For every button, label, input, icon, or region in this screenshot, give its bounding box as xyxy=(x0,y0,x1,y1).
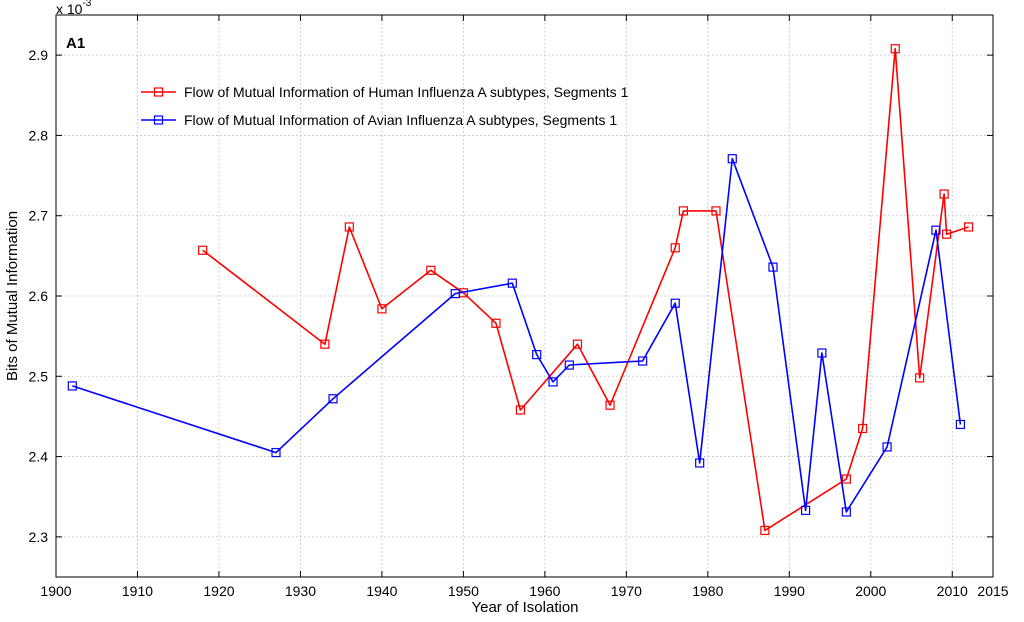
x-tick-label: 1920 xyxy=(203,583,234,599)
legend-label-avian: Flow of Mutual Information of Avian Infl… xyxy=(184,112,617,128)
series-0 xyxy=(198,44,974,536)
panel-label: A1 xyxy=(66,35,85,52)
x-tick-label: 1970 xyxy=(611,583,642,599)
legend-marker-avian xyxy=(153,115,164,125)
data-point-marker xyxy=(491,318,501,328)
data-point-marker xyxy=(605,400,615,410)
x-axis-label: Year of Isolation xyxy=(471,599,578,616)
data-point-marker xyxy=(955,419,966,430)
data-point-marker xyxy=(841,474,851,484)
x-tick-label: 1900 xyxy=(40,583,71,599)
y-tick-label: 2.9 xyxy=(29,47,49,63)
data-point-marker xyxy=(727,154,737,164)
x-tick-label: 1980 xyxy=(692,583,723,599)
data-point-marker xyxy=(939,189,949,199)
y-axis-label: Bits of Mutual Information xyxy=(4,211,21,381)
legend-entry-human: Flow of Mutual Information of Human Infl… xyxy=(141,84,629,100)
y-tick-label: 2.4 xyxy=(29,449,49,465)
series-1 xyxy=(67,154,966,517)
y-exponent-power: -3 xyxy=(82,0,91,9)
data-point-marker xyxy=(515,405,526,415)
x-tick-label: 1940 xyxy=(366,583,397,599)
x-tick-label: 1910 xyxy=(122,583,153,599)
data-point-marker xyxy=(67,381,77,391)
x-tick-label: 1960 xyxy=(529,583,560,599)
data-point-marker xyxy=(817,348,827,358)
x-tick-label: 2010 xyxy=(937,583,968,599)
data-point-marker xyxy=(328,394,338,404)
legend-entry-avian: Flow of Mutual Information of Avian Infl… xyxy=(141,112,617,128)
data-point-marker xyxy=(915,373,925,383)
data-point-marker xyxy=(507,278,517,288)
data-point-marker xyxy=(678,206,688,216)
data-point-marker xyxy=(271,447,281,458)
axis-ticks: 1900 1910 1920 1930 1940 1950 1960 1970 1980 1990… xyxy=(29,15,1009,599)
data-point-marker xyxy=(711,206,721,216)
data-point-marker xyxy=(941,229,952,239)
data-point-marker xyxy=(377,304,387,314)
data-point-marker xyxy=(572,339,583,349)
data-point-marker xyxy=(882,442,892,452)
data-point-marker xyxy=(548,377,558,387)
x-tick-label: 2015 xyxy=(977,583,1008,599)
data-point-marker xyxy=(670,298,680,308)
data-point-marker xyxy=(426,265,436,275)
y-tick-label: 2.3 xyxy=(29,529,49,545)
y-tick-label: 2.8 xyxy=(29,127,49,143)
series-line xyxy=(72,157,962,513)
y-tick-label: 2.7 xyxy=(29,208,49,224)
legend: Flow of Mutual Information of Human Infl… xyxy=(141,84,629,128)
data-point-marker xyxy=(564,360,574,370)
series-line xyxy=(202,47,969,532)
data-point-marker xyxy=(890,44,900,54)
data-point-marker xyxy=(344,222,354,232)
data-point-marker xyxy=(858,423,868,434)
data-point-marker xyxy=(695,458,705,468)
y-exponent-base: x 10 xyxy=(56,1,83,17)
data-point-marker xyxy=(800,505,811,515)
x-tick-label: 1930 xyxy=(285,583,316,599)
grid-lines xyxy=(56,15,993,577)
legend-marker-human xyxy=(153,87,164,97)
x-tick-label: 1990 xyxy=(774,583,805,599)
data-point-marker xyxy=(931,225,941,235)
data-point-marker xyxy=(450,288,460,299)
data-point-marker xyxy=(670,243,680,253)
data-point-marker xyxy=(320,339,330,349)
data-point-marker xyxy=(638,356,648,366)
x-tick-label: 1950 xyxy=(448,583,479,599)
y-tick-label: 2.6 xyxy=(29,288,49,304)
y-tick-label: 2.5 xyxy=(29,368,49,384)
data-point-marker xyxy=(532,350,542,360)
y-exponent-label: x 10-3 xyxy=(56,0,92,17)
data-point-marker xyxy=(963,222,974,232)
data-point-marker xyxy=(768,262,778,272)
x-tick-label: 2000 xyxy=(855,583,886,599)
legend-label-human: Flow of Mutual Information of Human Infl… xyxy=(184,84,629,100)
data-point-marker xyxy=(841,507,851,517)
data-point-marker xyxy=(760,525,770,536)
data-point-marker xyxy=(198,245,208,255)
series-layer xyxy=(67,44,974,536)
